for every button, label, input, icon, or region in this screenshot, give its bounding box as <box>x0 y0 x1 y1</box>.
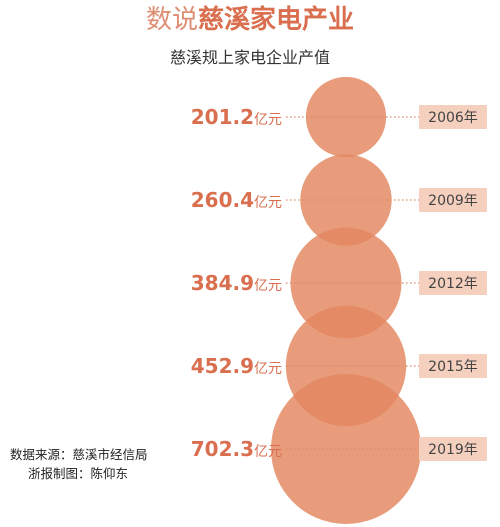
year-tags: 2006年 2009年 2012年 2015年 2019年 <box>419 105 487 461</box>
title-main: 慈溪家电产业 <box>198 5 355 35</box>
year-tag-bg <box>419 437 487 461</box>
data-source-text: 数据来源：慈溪市经信局 <box>10 447 148 462</box>
year-label: 2019年 <box>428 442 478 458</box>
value-label: 384.9亿元 <box>191 271 282 295</box>
credit-text: 浙报制图：陈仰东 <box>28 466 129 481</box>
year-tag: 2019年 <box>419 437 487 461</box>
value-label: 201.2亿元 <box>191 105 282 129</box>
year-label: 2012年 <box>428 276 478 292</box>
value-label: 702.3亿元 <box>191 437 282 461</box>
year-tag: 2012年 <box>419 271 487 295</box>
year-label: 2015年 <box>428 359 478 375</box>
title-prefix: 数说 <box>145 5 198 35</box>
chart-title: 慈溪规上家电企业产值 <box>169 48 330 67</box>
year-label: 2009年 <box>428 193 478 209</box>
year-tag-bg <box>419 188 487 212</box>
bubbles <box>271 76 421 524</box>
year-tag: 2015年 <box>419 354 487 378</box>
value-label: 452.9亿元 <box>191 354 282 378</box>
page-title: 数说慈溪家电产业 <box>0 4 500 36</box>
value-label: 260.4亿元 <box>191 188 282 212</box>
year-tag: 2009年 <box>419 188 487 212</box>
year-tag-bg <box>419 271 487 295</box>
year-tag-bg <box>419 105 487 129</box>
source-block: 数据来源：慈溪市经信局 浙报制图：陈仰东 <box>10 445 180 483</box>
year-label: 2006年 <box>428 110 478 126</box>
year-tag-bg <box>419 354 487 378</box>
year-tag: 2006年 <box>419 105 487 129</box>
value-labels: 201.2亿元 260.4亿元 384.9亿元 452.9亿元 702.3亿元 <box>191 105 282 461</box>
